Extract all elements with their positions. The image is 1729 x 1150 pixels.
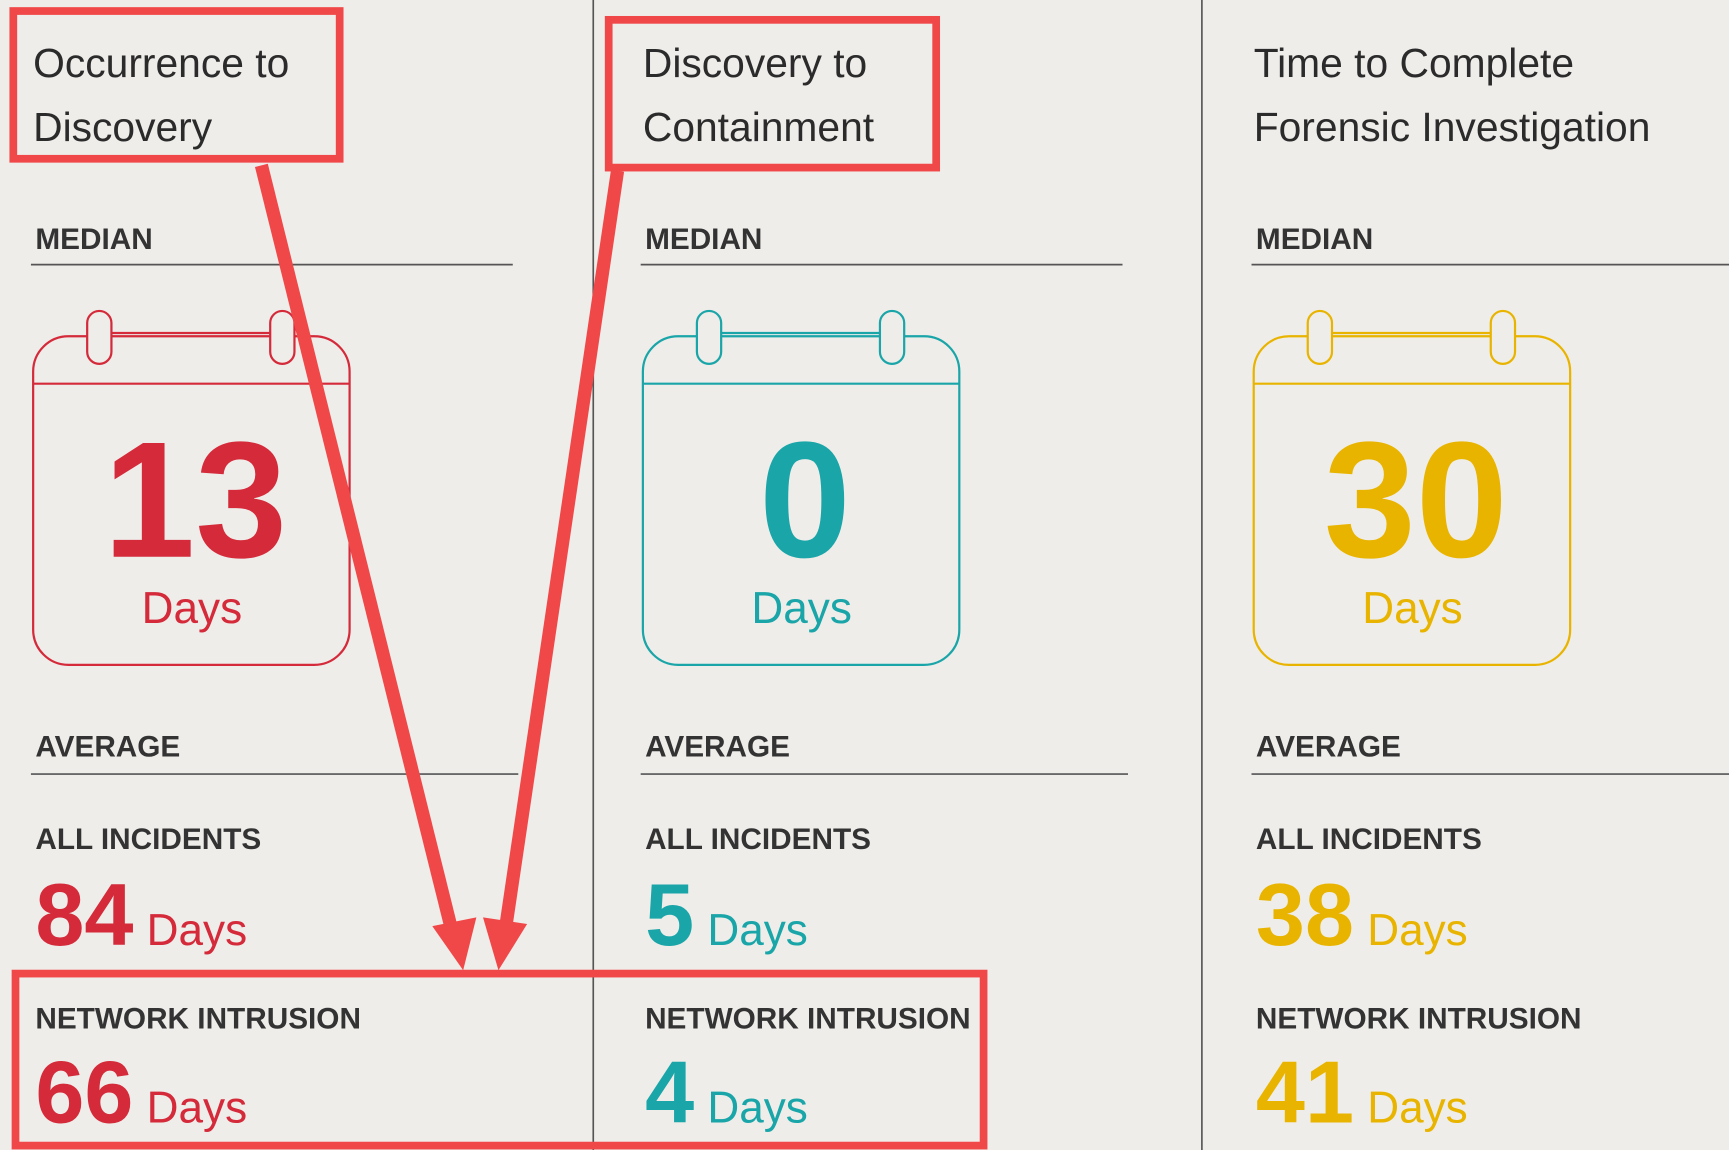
median-label: MEDIAN [35, 223, 152, 256]
median-value: 30 [1324, 408, 1508, 593]
median-unit: Days [751, 584, 851, 633]
calendar-ring [269, 309, 296, 365]
arrow [254, 163, 459, 934]
all-unit: Days [1367, 906, 1467, 955]
calendar-ring [878, 309, 906, 365]
all-figure: 84 Days [35, 865, 247, 964]
median-value: 13 [103, 408, 287, 593]
all-label: ALL INCIDENTS [645, 823, 871, 856]
all-figure: 5 Days [645, 865, 808, 964]
column-title: Occurrence to [33, 40, 289, 86]
average-label: AVERAGE [1256, 730, 1401, 763]
highlight-box [11, 969, 988, 1150]
network-unit: Days [707, 1083, 807, 1132]
column-title: Containment [643, 104, 875, 150]
network-unit: Days [147, 1083, 247, 1132]
arrowhead [483, 917, 528, 971]
all-figure: 38 Days [1256, 865, 1468, 964]
median-unit: Days [1362, 584, 1462, 633]
calendar-ring [86, 309, 113, 365]
all-value: 38 [1256, 865, 1354, 964]
network-figure: 4 Days [645, 1042, 808, 1141]
highlight-box [604, 15, 941, 172]
all-unit: Days [147, 906, 247, 955]
all-value: 84 [35, 865, 133, 964]
network-figure: 41 Days [1256, 1042, 1468, 1141]
network-figure: 66 Days [35, 1042, 247, 1141]
calendar-ring [695, 309, 723, 365]
calendar-ring [1306, 309, 1334, 365]
calendar-ring [1489, 309, 1517, 365]
calendar [641, 335, 961, 666]
median-unit: Days [142, 584, 242, 633]
network-label: NETWORK INTRUSION [1256, 1003, 1582, 1036]
median-label: MEDIAN [645, 223, 762, 256]
median-value: 0 [759, 408, 851, 593]
all-unit: Days [707, 906, 807, 955]
average-label: AVERAGE [35, 730, 180, 763]
calendar [1252, 335, 1572, 666]
column-title: Discovery to [643, 40, 867, 86]
network-value: 4 [645, 1042, 694, 1141]
all-value: 5 [645, 865, 694, 964]
network-value: 41 [1256, 1042, 1354, 1141]
highlight-box [9, 7, 344, 163]
all-label: ALL INCIDENTS [1256, 823, 1482, 856]
columns: Occurrence toDiscoveryMEDIAN13DaysAVERAG… [30, 40, 1729, 1141]
arrowhead [432, 917, 477, 971]
annotations [9, 7, 988, 1150]
network-value: 66 [35, 1042, 133, 1141]
network-unit: Days [1367, 1083, 1467, 1132]
arrow [498, 169, 625, 933]
network-label: NETWORK INTRUSION [35, 1003, 361, 1036]
median-label: MEDIAN [1256, 223, 1373, 256]
all-label: ALL INCIDENTS [35, 823, 261, 856]
network-label: NETWORK INTRUSION [645, 1003, 971, 1036]
column-title: Forensic Investigation [1254, 104, 1651, 150]
column-title: Discovery [33, 104, 213, 150]
column-title: Time to Complete [1254, 40, 1574, 86]
average-label: AVERAGE [645, 730, 790, 763]
